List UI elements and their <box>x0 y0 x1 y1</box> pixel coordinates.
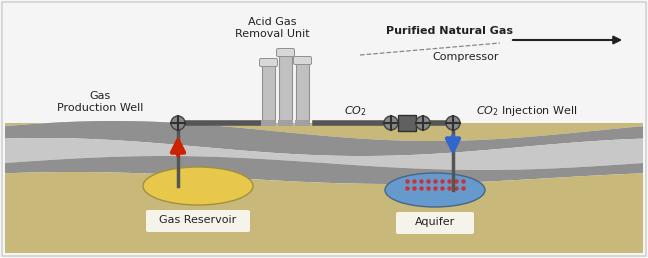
Text: Gas Reservoir: Gas Reservoir <box>159 215 237 225</box>
FancyBboxPatch shape <box>396 212 474 234</box>
Text: Compressor: Compressor <box>432 52 498 62</box>
Text: Purified Natural Gas: Purified Natural Gas <box>386 26 513 36</box>
Circle shape <box>446 116 460 130</box>
Ellipse shape <box>143 167 253 205</box>
Text: Acid Gas
Removal Unit: Acid Gas Removal Unit <box>235 17 309 39</box>
Bar <box>261 120 276 126</box>
FancyBboxPatch shape <box>277 49 294 57</box>
Polygon shape <box>5 138 643 170</box>
Circle shape <box>384 116 398 130</box>
Bar <box>278 120 293 126</box>
FancyBboxPatch shape <box>259 59 277 67</box>
Polygon shape <box>5 156 643 184</box>
Bar <box>262 65 275 123</box>
Text: $CO_2$: $CO_2$ <box>343 104 366 118</box>
Circle shape <box>416 116 430 130</box>
Bar <box>295 120 310 126</box>
FancyBboxPatch shape <box>294 57 312 64</box>
Text: $CO_2$ Injection Well: $CO_2$ Injection Well <box>476 104 577 118</box>
Polygon shape <box>5 121 643 156</box>
Bar <box>279 55 292 123</box>
Polygon shape <box>5 172 643 253</box>
FancyBboxPatch shape <box>146 210 250 232</box>
Bar <box>398 115 416 131</box>
Text: Aquifer: Aquifer <box>415 217 455 227</box>
Polygon shape <box>5 121 643 141</box>
Bar <box>296 63 309 123</box>
Ellipse shape <box>385 173 485 207</box>
Text: Gas
Production Well: Gas Production Well <box>57 91 143 113</box>
Circle shape <box>171 116 185 130</box>
